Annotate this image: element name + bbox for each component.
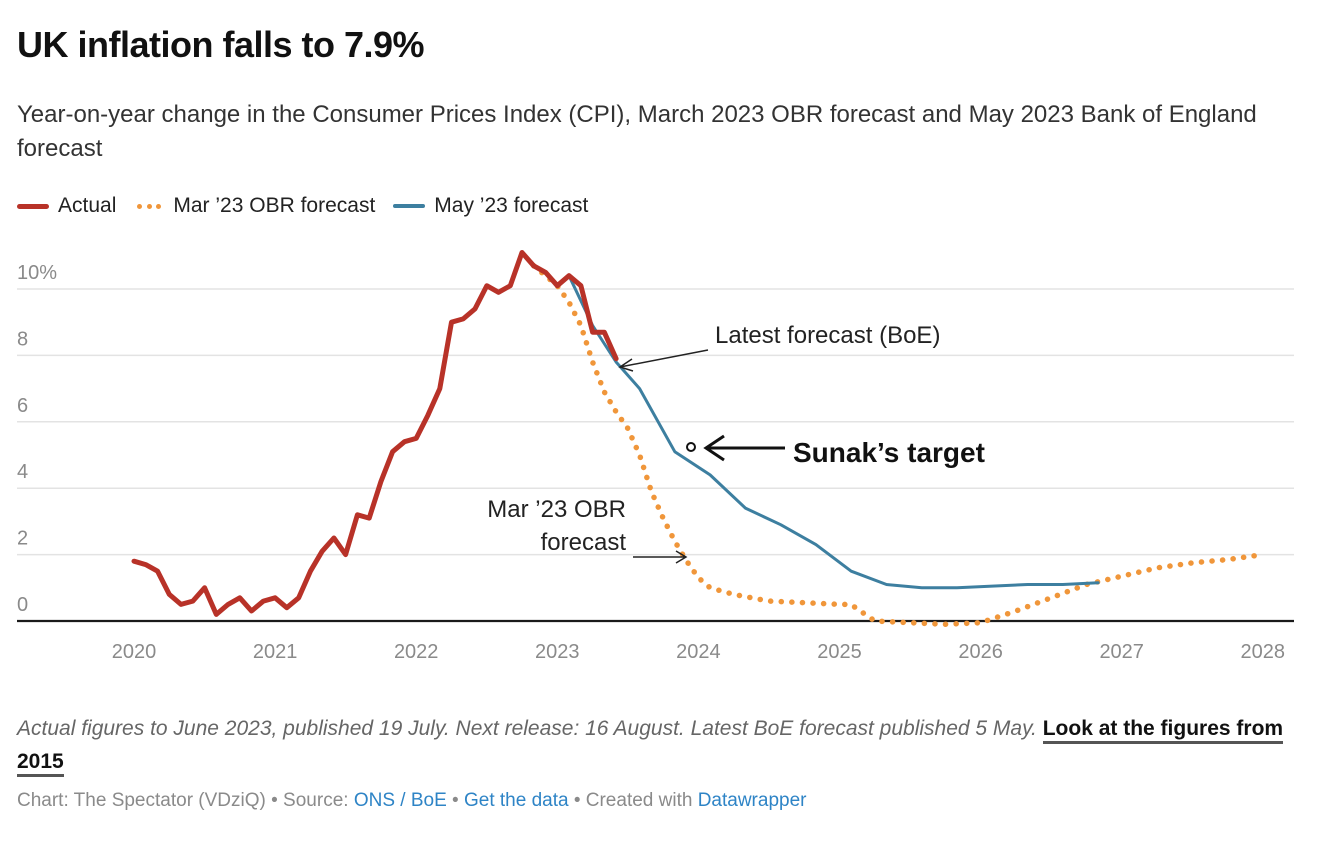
footer-created-with: • Created with: [568, 790, 698, 811]
annotation-sunak-arrow: [703, 434, 785, 462]
footer-sep: •: [446, 790, 464, 811]
annotation-boe: Latest forecast (BoE): [715, 322, 940, 349]
notes-text: Actual figures to June 2023, published 1…: [17, 717, 1043, 740]
y-tick-label: 2: [17, 528, 28, 550]
annotation-obr-arrow: [633, 550, 688, 564]
chart-footer: Chart: The Spectator (VDziQ) • Source: O…: [17, 790, 806, 812]
legend-label-actual: Actual: [58, 194, 117, 217]
annotation-obr-line1: Mar ’23 OBR: [487, 496, 626, 523]
y-tick-label: 0: [17, 594, 28, 616]
x-tick-label: 2027: [1099, 641, 1144, 663]
series-line-obr-forecast: [530, 263, 1266, 628]
chart-subtitle: Year-on-year change in the Consumer Pric…: [17, 101, 1257, 162]
footer-credit: Chart: The Spectator (VDziQ) • Source:: [17, 790, 354, 811]
annotations: Latest forecast (BoE) Sunak’s target Mar…: [487, 322, 985, 564]
datawrapper-link[interactable]: Datawrapper: [697, 790, 807, 811]
series-line-boe-forecast: [567, 274, 1100, 590]
legend-label-obr: Mar ’23 OBR forecast: [173, 194, 376, 217]
chart-title: UK inflation falls to 7.9%: [17, 24, 425, 65]
series-lines: [131, 250, 1266, 628]
legend-item-actual: Actual: [17, 194, 116, 218]
series-line-actual: [131, 250, 619, 617]
y-axis-ticks: 0 2 4 6 8 10%: [17, 262, 57, 616]
x-tick-label: 2026: [958, 641, 1003, 663]
x-axis-ticks: 2020 2021 2022 2023 2024 2025 2026 2027 2028: [112, 641, 1285, 663]
source-link[interactable]: ONS / BoE: [353, 790, 447, 811]
chart-notes: Actual figures to June 2023, published 1…: [17, 712, 1307, 778]
x-tick-label: 2028: [1241, 641, 1286, 663]
x-tick-label: 2023: [535, 641, 580, 663]
get-the-data-link[interactable]: Get the data: [463, 790, 569, 811]
x-tick-label: 2021: [253, 641, 298, 663]
gridlines: [17, 288, 1294, 623]
legend-label-boe: May ’23 forecast: [434, 194, 589, 217]
y-tick-label: 4: [17, 461, 28, 483]
legend-item-obr: Mar ’23 OBR forecast: [134, 194, 375, 218]
annotation-boe-arrow: [618, 349, 709, 372]
legend: Actual Mar ’23 OBR forecast May ’23 fore…: [17, 194, 606, 218]
legend-swatch-actual: [17, 203, 49, 209]
sunak-target-marker: [686, 442, 696, 452]
x-tick-label: 2025: [817, 641, 862, 663]
y-tick-label: 6: [17, 395, 28, 417]
x-tick-label: 2022: [394, 641, 439, 663]
annotation-sunak: Sunak’s target: [793, 437, 985, 468]
x-tick-label: 2024: [676, 641, 721, 663]
y-tick-label: 8: [17, 328, 28, 350]
legend-swatch-obr: [137, 203, 162, 209]
x-tick-label: 2020: [112, 641, 157, 663]
annotation-obr-line2: forecast: [541, 529, 627, 556]
legend-item-boe: May ’23 forecast: [393, 194, 588, 218]
y-tick-label: 10%: [17, 262, 57, 284]
legend-swatch-boe: [393, 204, 426, 208]
figures-from-2015-link[interactable]: Look at the figures from 2015: [17, 717, 1284, 777]
